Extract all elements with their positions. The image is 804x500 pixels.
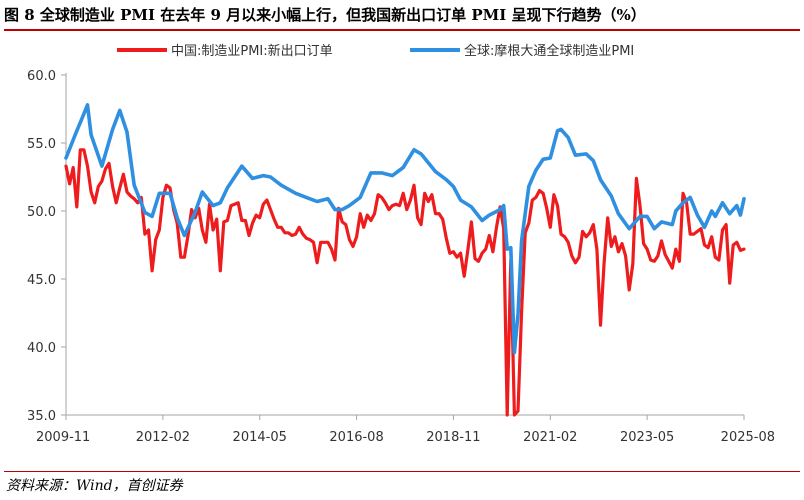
x-tick-label: 2018-11 xyxy=(426,430,480,445)
y-axis: 35.0 40.0 45.0 50.0 55.0 60.0 xyxy=(27,69,67,424)
figure-title: 图 8 全球制造业 PMI 在去年 9 月以来小幅上行，但我国新出口订单 PMI… xyxy=(4,6,646,24)
y-tick-label: 35.0 xyxy=(27,409,56,424)
x-axis: 2009-11 2012-02 2014-05 2016-08 2018-11 2021-… xyxy=(36,414,775,445)
y-tick-label: 55.0 xyxy=(27,137,56,152)
legend-label-global: 全球:摩根大通全球制造业PMI xyxy=(464,43,634,59)
x-tick-label: 2016-08 xyxy=(329,430,383,445)
y-tick-label: 60.0 xyxy=(27,69,56,84)
line-china-export-orders xyxy=(64,148,746,417)
source-rule xyxy=(4,471,800,472)
line-global-manufacturing-pmi xyxy=(64,103,746,355)
x-tick-label: 2025-08 xyxy=(721,430,775,445)
x-tick-label: 2014-05 xyxy=(233,430,287,445)
y-tick-label: 45.0 xyxy=(27,273,56,288)
x-tick-label: 2021-02 xyxy=(523,430,577,445)
x-tick-label: 2009-11 xyxy=(36,430,90,445)
x-tick-label: 2023-05 xyxy=(620,430,674,445)
y-tick-label: 50.0 xyxy=(27,205,56,220)
chart-legend: 中国:制造业PMI:新出口订单 全球:摩根大通全球制造业PMI xyxy=(117,43,634,59)
y-tick-label: 40.0 xyxy=(27,341,56,356)
x-tick-label: 2012-02 xyxy=(136,430,190,445)
source-note: 资料来源：Wind，首创证券 xyxy=(6,478,183,494)
plot-area xyxy=(64,103,746,417)
title-rule xyxy=(4,29,800,31)
legend-label-china: 中国:制造业PMI:新出口订单 xyxy=(171,43,333,59)
pmi-line-chart: 中国:制造业PMI:新出口订单 全球:摩根大通全球制造业PMI 35.0 40.0… xyxy=(27,43,775,445)
